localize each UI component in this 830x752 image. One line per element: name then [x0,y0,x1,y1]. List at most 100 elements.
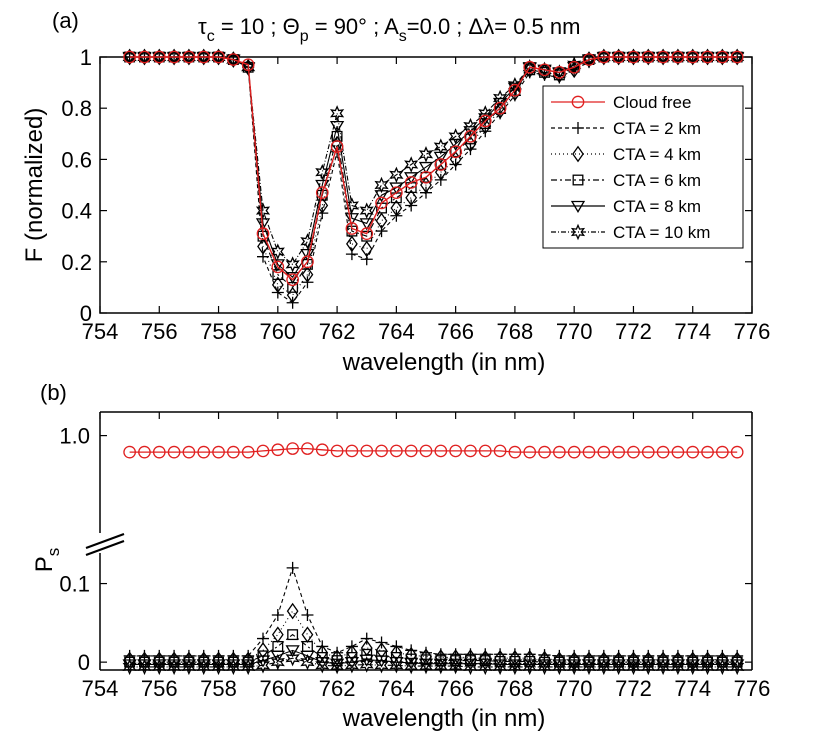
data-point-cloud-free [241,445,255,459]
data-point-cloud-free [612,50,625,64]
ylabel-p: P [31,556,58,572]
data-point-cta-4-km [597,651,610,669]
data-point-cta-2-km [449,648,462,661]
legend-label-cta-2-km: CTA = 2 km [613,119,701,138]
data-point-cta-10-km [418,146,434,163]
data-point-cta-10-km [552,658,567,676]
svg-text:Ps: Ps [31,548,63,573]
data-point-cta-10-km [359,202,374,219]
data-point-cta-2-km [123,649,136,662]
data-point-cloud-free [138,50,151,64]
data-point-cta-4-km [405,189,418,207]
y-tick-label: 1 [80,45,92,70]
data-point-cloud-free [375,444,388,458]
data-point-cloud-free [138,445,151,459]
data-point-cloud-free [523,445,537,459]
data-point-cta-4-km [479,649,492,667]
panel-a-xlabel: wavelength (in nm) [342,349,546,376]
data-point-cta-8-km [329,658,345,671]
legend-label-cta-4-km: CTA = 4 km [613,145,701,164]
data-point-cloud-free [701,50,714,64]
legend-marker-cloud-free [571,95,585,109]
data-point-cta-10-km [255,202,271,219]
data-point-cta-2-km [494,648,507,661]
legend-marker-cta-4-km [572,145,584,163]
legend-label-cta-8-km: CTA = 8 km [613,197,701,216]
data-point-cta-4-km [538,650,551,668]
data-point-cloud-free [212,445,225,459]
data-point-cta-2-km [671,649,684,662]
data-point-cta-10-km [596,658,611,676]
data-point-cloud-free [212,50,225,64]
data-point-cloud-free [730,50,744,64]
x-tick-label: 758 [200,676,237,701]
data-point-cta-4-km [331,649,343,666]
data-point-cta-10-km [181,658,197,676]
data-point-cta-4-km [360,240,373,258]
data-point-cta-4-km [701,651,714,669]
data-point-cloud-free [671,50,685,64]
data-point-cta-10-km [685,48,700,66]
data-point-cta-2-km [583,649,595,662]
title-tau-sub: c [207,28,215,45]
panel-a-axes: 754 756 758 760 762 764 766 768 770 772 774 776 0 0.2… [61,45,770,344]
data-point-cta-4-km [672,651,684,669]
legend-marker-cta-10-km [570,223,586,241]
data-point-cta-4-km [464,649,477,666]
data-point-cta-4-km [168,651,180,669]
data-point-cta-4-km [494,102,506,120]
data-point-cta-2-km [242,649,255,662]
data-point-cloud-free [493,101,507,115]
data-point-cloud-free [464,130,477,143]
data-point-cloud-free [375,196,388,210]
data-point-cta-4-km [271,276,284,294]
x-tick-label: 758 [200,319,237,344]
legend-marker-cta-8-km [570,200,586,213]
y-tick-label: 1.0 [59,424,90,449]
data-point-cloud-free [523,60,537,74]
data-point-cta-4-km [405,646,418,664]
y-tick-label: 0.2 [61,250,92,275]
series-line-cta-4-km [129,610,738,661]
data-point-cta-4-km [242,651,255,669]
data-point-cta-8-km [285,645,300,658]
data-point-cta-4-km [375,212,388,230]
data-point-cloud-free [582,53,596,66]
data-point-cta-10-km [730,48,745,66]
data-point-cloud-free [390,186,403,200]
data-point-cta-2-km [227,649,240,662]
data-point-cloud-free [419,170,433,184]
data-point-cta-10-km [700,658,715,676]
data-point-cta-2-km [553,649,566,662]
data-point-cloud-free [656,445,670,459]
data-point-cta-4-km [390,644,403,662]
data-point-cta-4-km [286,602,299,620]
x-tick-label: 776 [734,676,771,701]
data-point-cta-8-km [418,161,434,175]
data-point-cta-10-km [270,243,285,260]
data-point-cta-2-km [138,649,151,662]
x-tick-label: 762 [319,319,356,344]
data-point-cta-4-km [346,235,358,253]
data-point-cta-10-km [537,61,552,78]
data-point-cta-4-km [301,266,314,283]
data-point-cloud-free [464,444,477,458]
data-point-cloud-free [227,53,240,66]
data-point-cta-10-km [567,56,582,73]
x-tick-label: 768 [497,676,534,701]
ylabel-s: s [44,548,63,557]
series-line-cta-2-km [129,566,738,657]
data-point-cta-8-km [270,259,285,272]
axis-break-mark [85,532,125,550]
data-point-cloud-free [256,444,270,458]
data-point-cta-10-km [196,48,211,66]
data-point-cta-2-km [345,640,358,653]
panel-b-axes: 754 756 758 760 762 764 766 768 770 772 774 776 1.0 0… [59,411,771,701]
data-point-cloud-free [152,50,166,64]
data-point-cta-2-km [182,649,195,662]
data-point-cta-2-km [464,143,477,156]
title-theta: Θ [283,14,300,39]
data-point-cloud-free [241,58,255,72]
data-point-cta-2-km [197,649,210,662]
data-point-cta-8-km [255,218,271,231]
